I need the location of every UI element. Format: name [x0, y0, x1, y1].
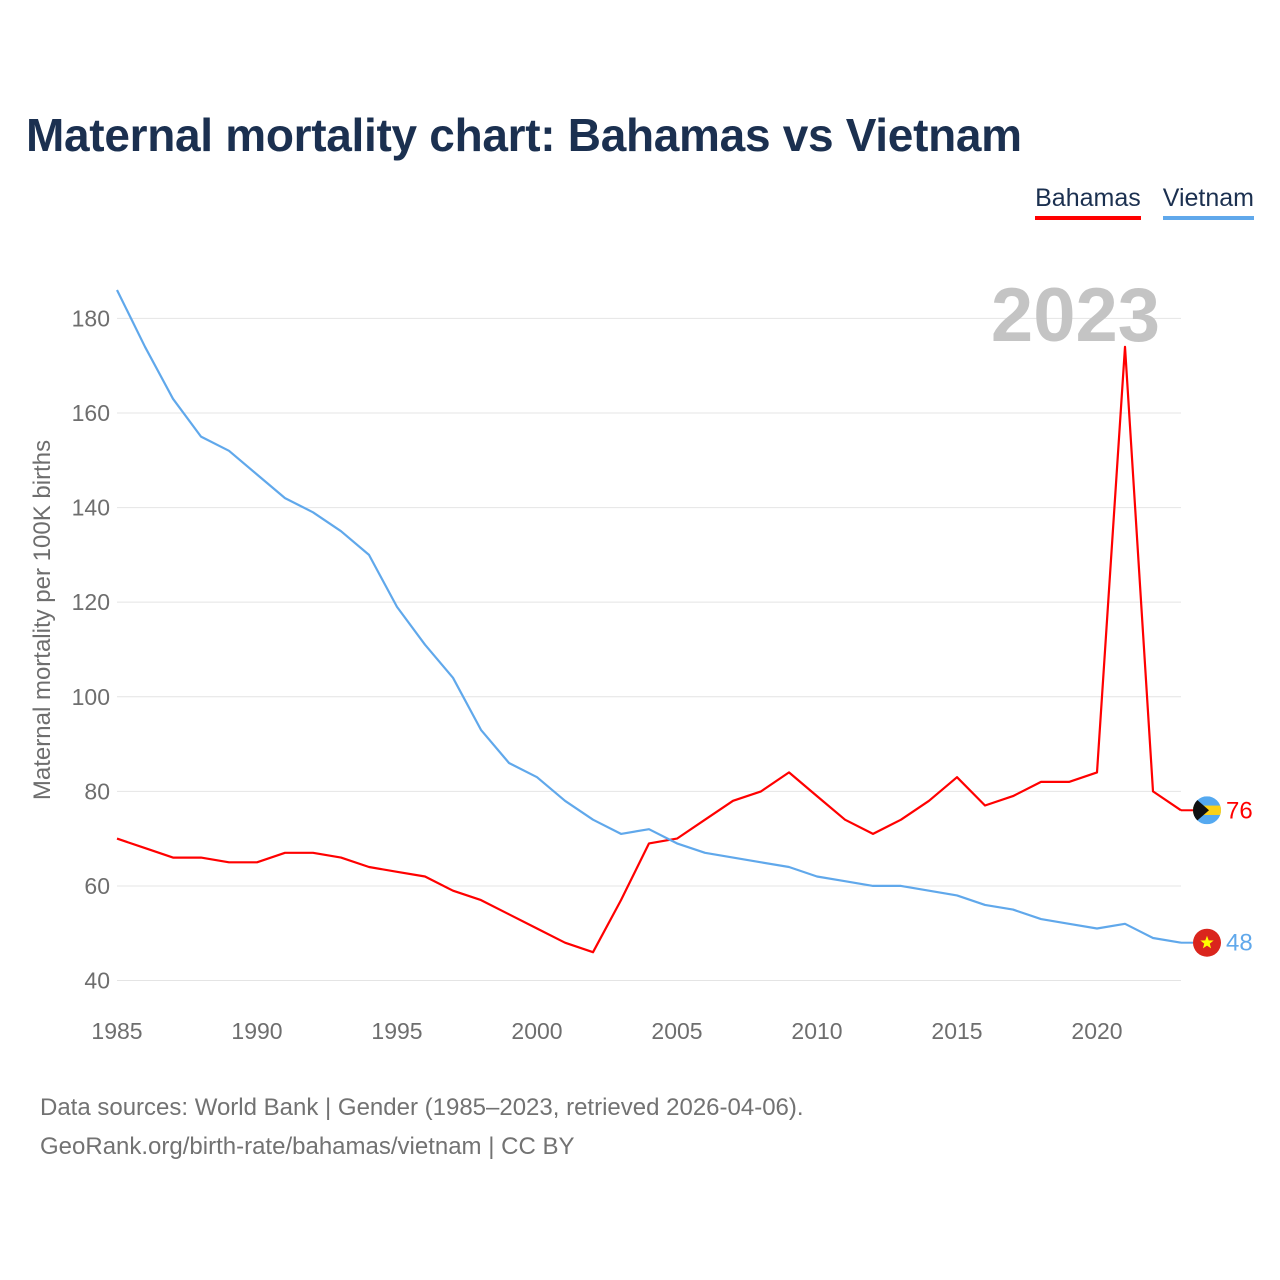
y-tick-label: 40	[84, 968, 110, 994]
legend-vietnam[interactable]: Vietnam	[1162, 184, 1254, 220]
x-tick-label: 2015	[931, 1018, 982, 1044]
x-tick-label: 2005	[651, 1018, 702, 1044]
chart-title: Maternal mortality chart: Bahamas vs Vie…	[26, 109, 1022, 161]
y-tick-label: 60	[84, 873, 110, 899]
y-tick-label: 180	[72, 305, 110, 331]
y-tick-label: 100	[72, 684, 110, 710]
series-line-bahamas	[116, 345, 1182, 954]
series-line-vietnam	[116, 289, 1182, 944]
source-line-2: GeoRank.org/birth-rate/bahamas/vietnam |…	[40, 1133, 575, 1160]
legend-bahamas[interactable]: Bahamas	[1035, 184, 1141, 220]
x-tick-label: 1995	[371, 1018, 422, 1044]
y-axis-label: Maternal mortality per 100K births	[29, 440, 56, 800]
source-line-1: Data sources: World Bank | Gender (1985–…	[40, 1094, 804, 1121]
year-label: 2023	[991, 273, 1160, 358]
source-note: Data sources: World Bank | Gender (1985–…	[40, 1088, 804, 1166]
bahamas-flag-icon	[1193, 796, 1221, 825]
vietnam-flag-icon	[1193, 928, 1221, 957]
end-markers: 76 48	[1181, 796, 1253, 957]
y-axis-ticks: 40 60 80 100 120 140 160 180	[72, 305, 110, 993]
x-tick-label: 2010	[791, 1018, 842, 1044]
x-tick-label: 2020	[1071, 1018, 1122, 1044]
series-lines	[116, 289, 1182, 954]
end-value-label-vietnam: 48	[1226, 930, 1253, 957]
y-tick-label: 80	[84, 778, 110, 804]
x-axis-ticks: 1985 1990 1995 2000 2005 2010 2015 2020	[91, 1018, 1122, 1044]
legend: Bahamas Vietnam	[1035, 184, 1254, 220]
x-tick-label: 1990	[231, 1018, 282, 1044]
line-chart: 40 60 80 100 120 140 160 180 1985 1990 1995 2000 20…	[29, 273, 1253, 1044]
end-value-label-bahamas: 76	[1226, 797, 1253, 824]
x-tick-label: 2000	[511, 1018, 562, 1044]
gridlines	[117, 317, 1181, 982]
x-tick-label: 1985	[91, 1018, 142, 1044]
y-tick-label: 160	[72, 400, 110, 426]
y-tick-label: 140	[72, 495, 110, 521]
y-tick-label: 120	[72, 589, 110, 615]
